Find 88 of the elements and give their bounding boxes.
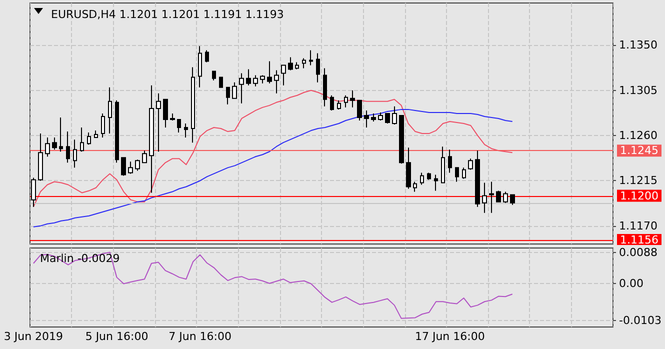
candlestick	[475, 150, 480, 208]
candlestick	[364, 110, 369, 128]
line-series	[32, 252, 513, 319]
candlestick	[468, 158, 473, 170]
candlestick	[260, 74, 265, 84]
candlestick	[302, 58, 306, 69]
candlestick	[38, 133, 43, 182]
candlestick	[232, 82, 237, 99]
candlestick	[357, 100, 362, 121]
candlestick	[274, 70, 279, 94]
candlestick	[212, 70, 216, 81]
line-series	[32, 108, 513, 228]
candlestick	[309, 50, 313, 66]
candlestick	[142, 150, 147, 164]
candlestick	[108, 86, 112, 134]
candlestick	[177, 118, 181, 134]
candlestick	[163, 98, 168, 128]
candlestick	[219, 76, 223, 88]
text: EURUSD,H4 1.1201 1.1201 1.1191 1.1193	[51, 8, 284, 21]
y-tick-label: 1.1170	[619, 219, 658, 232]
candlestick	[156, 92, 161, 152]
candlestick	[448, 149, 452, 174]
candlestick	[135, 159, 140, 172]
candlestick	[115, 100, 119, 164]
candlestick	[80, 127, 84, 152]
y-tick-label: 1.1350	[619, 38, 658, 52]
candlestick	[45, 137, 50, 158]
candlestick	[378, 112, 383, 121]
candlestick	[323, 68, 327, 107]
y-tick-label: 0.0088	[619, 246, 658, 259]
candlestick	[87, 132, 91, 146]
candlestick	[392, 106, 397, 126]
candlestick	[52, 137, 57, 150]
candlestick	[184, 123, 188, 138]
candlestick	[344, 94, 348, 108]
candlestick	[427, 172, 431, 180]
candlestick	[371, 112, 376, 122]
candlestick	[198, 46, 202, 88]
x-tick-label: 7 Jun 16:00	[168, 330, 232, 343]
ref-line-label: 1.1156	[620, 233, 658, 246]
candlestick	[399, 114, 404, 164]
candlestick	[503, 191, 508, 204]
x-tick-label: 3 Jun 2019	[4, 330, 64, 343]
ref-line-label: 1.1245	[620, 144, 658, 158]
candlestick	[205, 50, 209, 63]
candlestick	[455, 167, 459, 182]
candlestick	[170, 112, 175, 121]
candlestick	[350, 90, 355, 108]
candlestick	[94, 130, 98, 138]
candlestick	[385, 112, 390, 124]
x-tick-label: 5 Jun 16:00	[85, 330, 148, 343]
candlestick	[191, 66, 195, 144]
candlestick	[462, 167, 466, 180]
candlestick	[246, 68, 251, 86]
candlestick	[295, 62, 299, 70]
candlestick	[267, 60, 272, 84]
candlestick	[496, 190, 501, 202]
candlestick	[482, 182, 487, 214]
candlestick	[288, 56, 293, 71]
y-tick-label: 0.00	[619, 277, 644, 290]
candlestick	[59, 116, 63, 152]
candlestick	[253, 74, 258, 87]
candlestick	[66, 131, 70, 164]
candlestick	[226, 86, 230, 105]
candlestick	[31, 177, 36, 208]
candlestick	[121, 157, 126, 176]
candlestick	[413, 181, 417, 192]
candlestick	[149, 84, 154, 194]
candlestick	[101, 112, 105, 138]
candlestick	[73, 139, 77, 168]
candlestick	[330, 94, 334, 111]
y-tick-label: 1.1260	[619, 129, 658, 142]
candlestick	[337, 100, 341, 110]
candlestick	[510, 194, 515, 206]
y-tick-label: -0.0103	[619, 314, 662, 328]
candlestick	[441, 146, 445, 184]
ref-line-label: 1.1200	[620, 189, 658, 202]
y-tick-label: 1.1305	[619, 84, 658, 97]
candlestick	[434, 174, 438, 192]
y-tick-label: 1.1215	[619, 174, 658, 188]
candlestick	[406, 147, 411, 190]
candlestick	[128, 161, 133, 174]
candlestick	[420, 172, 424, 186]
candlestick	[316, 52, 320, 83]
x-tick-label: 17 Jun 16:00	[414, 330, 485, 343]
candlestick	[489, 181, 494, 214]
candlestick	[239, 72, 244, 104]
candlestick	[281, 64, 286, 86]
